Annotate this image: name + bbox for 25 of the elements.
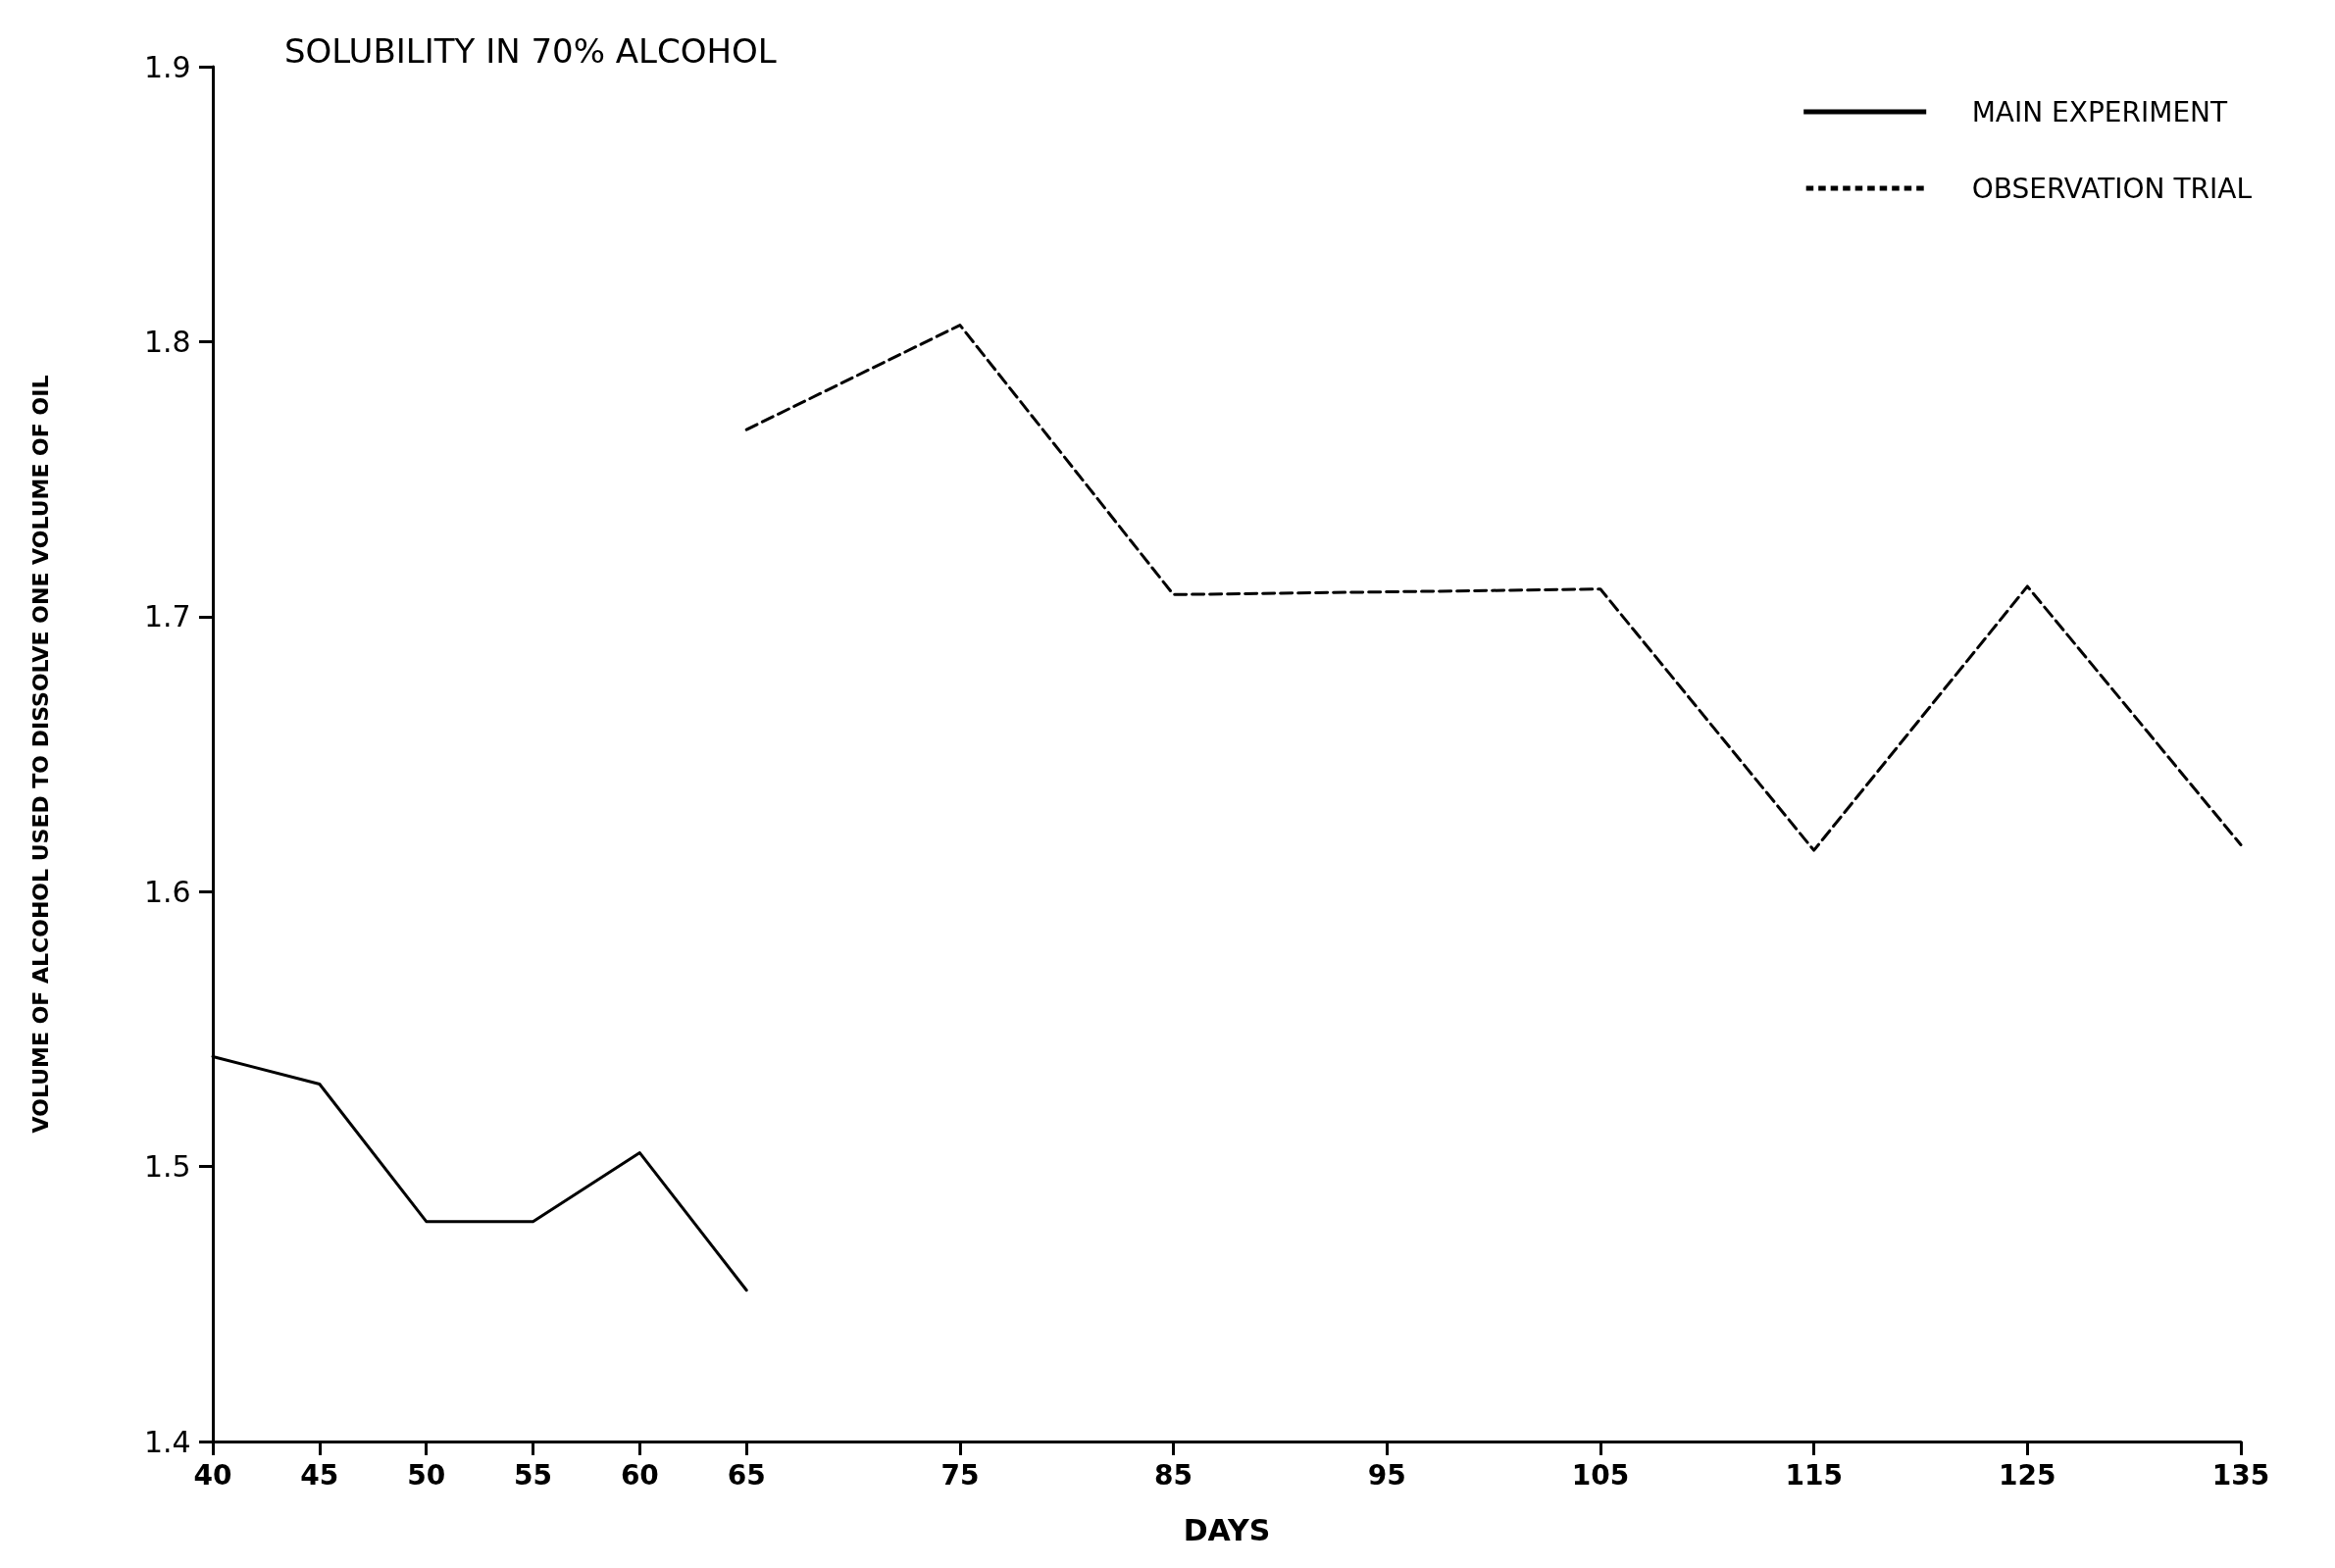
x-tick-label: 55	[514, 1458, 553, 1492]
x-tick-label: 50	[407, 1458, 446, 1492]
x-axis-title: DAYS	[1183, 1512, 1271, 1547]
y-tick-label: 1.4	[144, 1424, 191, 1459]
x-tick-label: 115	[1785, 1458, 1843, 1492]
x-tick-label: 45	[300, 1458, 339, 1492]
line-series	[744, 324, 2243, 852]
x-tick-label: 85	[1154, 1458, 1193, 1492]
y-tick-label: 1.9	[144, 49, 191, 84]
x-tick-label: 105	[1571, 1458, 1630, 1492]
x-tick-label: 95	[1367, 1458, 1406, 1492]
legend-label: MAIN EXPERIMENT	[1971, 95, 2229, 128]
x-tick-label: 75	[940, 1458, 980, 1492]
legend-label: OBSERVATION TRIAL	[1971, 172, 2253, 205]
x-tick-label: 65	[727, 1458, 766, 1492]
y-tick-label: 1.7	[144, 599, 191, 634]
y-tick-label: 1.6	[144, 874, 191, 909]
y-tick-label: 1.8	[144, 324, 191, 359]
y-axis-title: VOLUME OF ALCOHOL USED TO DISSOLVE ONE VOLUME OF OIL	[27, 375, 53, 1134]
x-tick-label: 125	[1999, 1458, 2056, 1492]
y-tick-label: 1.5	[144, 1149, 191, 1185]
x-tick-label: 135	[2211, 1458, 2270, 1492]
x-tick-label: 40	[193, 1458, 232, 1492]
x-tick-label: 60	[620, 1458, 659, 1492]
chart-title: SOLUBILITY IN 70% ALCOHOL	[284, 31, 777, 71]
